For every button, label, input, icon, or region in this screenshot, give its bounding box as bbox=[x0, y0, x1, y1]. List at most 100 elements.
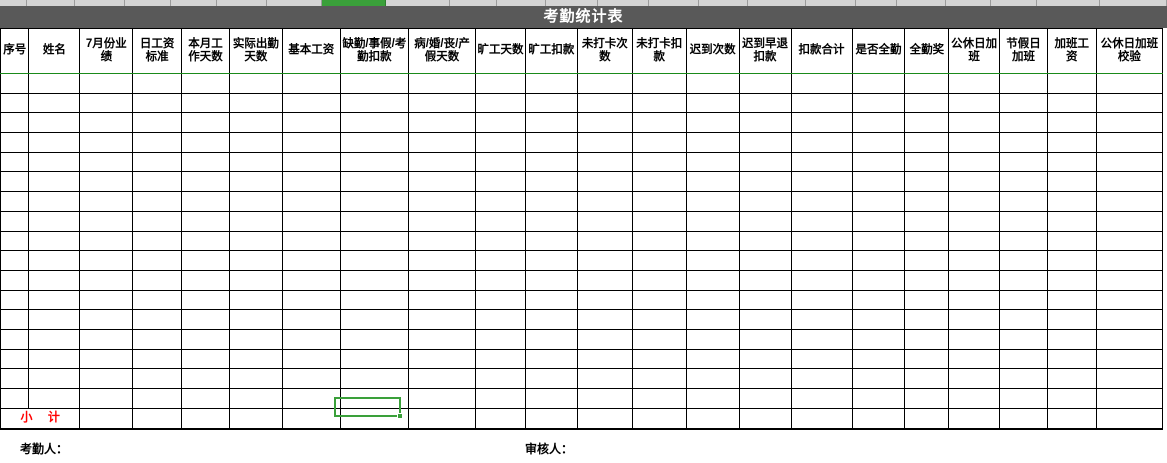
cell-r4-c12[interactable] bbox=[631, 151, 687, 173]
cell-r11-c17[interactable] bbox=[904, 289, 950, 311]
subtotal-cell-c19[interactable] bbox=[999, 407, 1048, 430]
cell-r12-c14[interactable] bbox=[738, 309, 792, 330]
cell-r3-c13[interactable] bbox=[685, 132, 740, 153]
cell-r6-c14[interactable] bbox=[738, 191, 792, 212]
cell-r8-c9[interactable] bbox=[475, 230, 526, 252]
cell-r9-c1[interactable] bbox=[28, 250, 81, 271]
cell-r14-c15[interactable] bbox=[790, 348, 853, 370]
cell-r13-c15[interactable] bbox=[790, 328, 853, 350]
cell-r2-c12[interactable] bbox=[631, 112, 687, 134]
cell-r12-c12[interactable] bbox=[631, 309, 687, 330]
cell-r12-c5[interactable] bbox=[228, 309, 283, 330]
cell-r11-c21[interactable] bbox=[1095, 289, 1164, 311]
cell-r11-c2[interactable] bbox=[79, 289, 134, 311]
cell-r6-c8[interactable] bbox=[407, 191, 477, 212]
cell-r16-c9[interactable] bbox=[475, 388, 526, 409]
cell-r2-c20[interactable] bbox=[1046, 112, 1097, 134]
cell-r4-c4[interactable] bbox=[181, 151, 230, 173]
column-header-15[interactable] bbox=[748, 0, 806, 6]
cell-r8-c15[interactable] bbox=[790, 230, 853, 252]
cell-r9-c17[interactable] bbox=[904, 250, 950, 271]
cell-r10-c3[interactable] bbox=[132, 269, 183, 291]
cell-r8-c2[interactable] bbox=[79, 230, 134, 252]
cell-r4-c21[interactable] bbox=[1095, 151, 1164, 173]
cell-r14-c18[interactable] bbox=[948, 348, 1001, 370]
cell-r14-c19[interactable] bbox=[999, 348, 1048, 370]
cell-r12-c17[interactable] bbox=[904, 309, 950, 330]
cell-r3-c3[interactable] bbox=[132, 132, 183, 153]
cell-r10-c21[interactable] bbox=[1095, 269, 1164, 291]
cell-r1-c0[interactable] bbox=[0, 92, 30, 114]
subtotal-cell-c6[interactable] bbox=[281, 407, 341, 430]
cell-r2-c13[interactable] bbox=[685, 112, 740, 134]
cell-r4-c19[interactable] bbox=[999, 151, 1048, 173]
subtotal-cell-c3[interactable] bbox=[132, 407, 183, 430]
cell-r15-c2[interactable] bbox=[79, 368, 134, 389]
cell-r0-c0[interactable] bbox=[0, 73, 30, 94]
cell-r10-c8[interactable] bbox=[407, 269, 477, 291]
cell-r1-c13[interactable] bbox=[685, 92, 740, 114]
cell-r4-c6[interactable] bbox=[281, 151, 341, 173]
subtotal-cell-c17[interactable] bbox=[904, 407, 950, 430]
cell-r8-c3[interactable] bbox=[132, 230, 183, 252]
column-header-5[interactable] bbox=[216, 0, 267, 6]
cell-r3-c6[interactable] bbox=[281, 132, 341, 153]
subtotal-cell-c5[interactable] bbox=[228, 407, 283, 430]
cell-r7-c6[interactable] bbox=[281, 210, 341, 232]
cell-r4-c0[interactable] bbox=[0, 151, 30, 173]
cell-r12-c21[interactable] bbox=[1095, 309, 1164, 330]
cell-r13-c6[interactable] bbox=[281, 328, 341, 350]
cell-r14-c2[interactable] bbox=[79, 348, 134, 370]
cell-r7-c21[interactable] bbox=[1095, 210, 1164, 232]
cell-r8-c0[interactable] bbox=[0, 230, 30, 252]
cell-r12-c10[interactable] bbox=[524, 309, 578, 330]
column-header-8[interactable] bbox=[386, 0, 450, 6]
cell-r1-c8[interactable] bbox=[407, 92, 477, 114]
cell-r1-c2[interactable] bbox=[79, 92, 134, 114]
cell-r3-c2[interactable] bbox=[79, 132, 134, 153]
cell-r3-c12[interactable] bbox=[631, 132, 687, 153]
cell-r10-c12[interactable] bbox=[631, 269, 687, 291]
cell-r2-c2[interactable] bbox=[79, 112, 134, 134]
cell-r15-c16[interactable] bbox=[851, 368, 906, 389]
cell-r15-c1[interactable] bbox=[28, 368, 81, 389]
cell-r14-c21[interactable] bbox=[1095, 348, 1164, 370]
subtotal-cell-c9[interactable] bbox=[475, 407, 526, 430]
cell-r9-c8[interactable] bbox=[407, 250, 477, 271]
cell-r2-c1[interactable] bbox=[28, 112, 81, 134]
cell-r6-c21[interactable] bbox=[1095, 191, 1164, 212]
cell-r15-c8[interactable] bbox=[407, 368, 477, 389]
cell-r11-c19[interactable] bbox=[999, 289, 1048, 311]
cell-r15-c10[interactable] bbox=[524, 368, 578, 389]
cell-r3-c14[interactable] bbox=[738, 132, 792, 153]
cell-r11-c4[interactable] bbox=[181, 289, 230, 311]
cell-r13-c0[interactable] bbox=[0, 328, 30, 350]
cell-r5-c20[interactable] bbox=[1046, 171, 1097, 193]
cell-r4-c3[interactable] bbox=[132, 151, 183, 173]
cell-r12-c4[interactable] bbox=[181, 309, 230, 330]
cell-r14-c0[interactable] bbox=[0, 348, 30, 370]
cell-r6-c16[interactable] bbox=[851, 191, 906, 212]
subtotal-cell-c4[interactable] bbox=[181, 407, 230, 430]
cell-r14-c1[interactable] bbox=[28, 348, 81, 370]
cell-r5-c16[interactable] bbox=[851, 171, 906, 193]
cell-r1-c3[interactable] bbox=[132, 92, 183, 114]
cell-r10-c13[interactable] bbox=[685, 269, 740, 291]
cell-r7-c15[interactable] bbox=[790, 210, 853, 232]
cell-r11-c13[interactable] bbox=[685, 289, 740, 311]
cell-r4-c8[interactable] bbox=[407, 151, 477, 173]
cell-r7-c12[interactable] bbox=[631, 210, 687, 232]
cell-r5-c13[interactable] bbox=[685, 171, 740, 193]
cell-r9-c4[interactable] bbox=[181, 250, 230, 271]
cell-r15-c19[interactable] bbox=[999, 368, 1048, 389]
column-header-11[interactable] bbox=[545, 0, 598, 6]
cell-r4-c7[interactable] bbox=[339, 151, 409, 173]
cell-r10-c18[interactable] bbox=[948, 269, 1001, 291]
cell-r2-c8[interactable] bbox=[407, 112, 477, 134]
cell-r2-c9[interactable] bbox=[475, 112, 526, 134]
cell-r5-c2[interactable] bbox=[79, 171, 134, 193]
cell-r12-c20[interactable] bbox=[1046, 309, 1097, 330]
column-header-18[interactable] bbox=[897, 0, 946, 6]
cell-r16-c20[interactable] bbox=[1046, 388, 1097, 409]
cell-r7-c7[interactable] bbox=[339, 210, 409, 232]
